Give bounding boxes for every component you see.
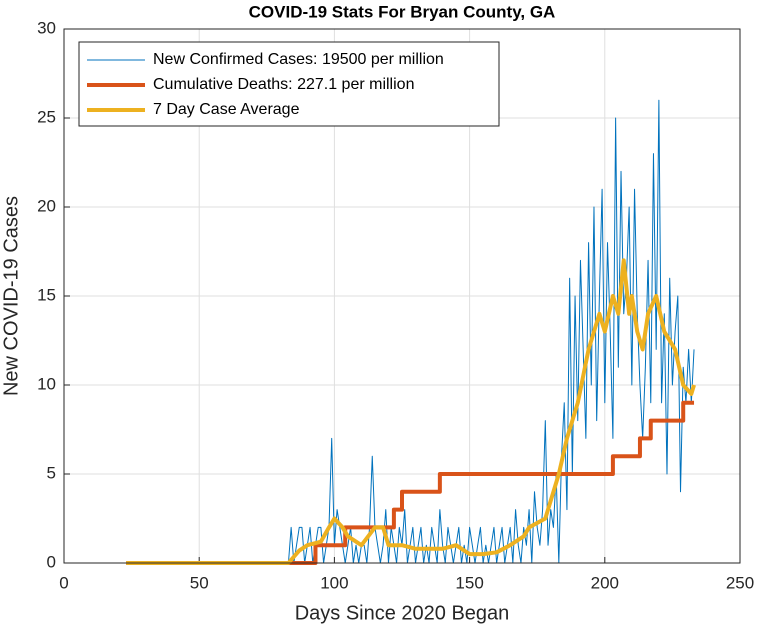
y-tick-label: 10 — [37, 374, 56, 393]
legend-label: 7 Day Case Average — [153, 101, 300, 118]
chart-title: COVID-19 Stats For Bryan County, GA — [249, 2, 556, 21]
legend-box — [78, 41, 500, 127]
legend-label: New Confirmed Cases: 19500 per million — [153, 51, 444, 68]
y-tick-label: 15 — [37, 285, 56, 304]
y-tick-label: 20 — [37, 196, 56, 215]
y-tick-label: 30 — [37, 18, 56, 37]
y-tick-label: 25 — [37, 107, 56, 126]
y-tick-label: 0 — [47, 552, 56, 571]
x-tick-label: 200 — [591, 573, 619, 592]
x-tick-label: 250 — [726, 573, 754, 592]
y-axis-label: New COVID-19 Cases — [0, 196, 22, 396]
axes-box — [63, 28, 741, 564]
x-tick-label: 100 — [320, 573, 348, 592]
x-tick-label: 50 — [190, 573, 209, 592]
y-tick-label: 5 — [47, 463, 56, 482]
x-tick-label: 150 — [455, 573, 483, 592]
legend-label: Cumulative Deaths: 227.1 per million — [153, 76, 414, 93]
series-line — [126, 400, 695, 565]
tick-labels: 0 50 100 150 200 250 0 5 10 15 20 25 30 — [37, 18, 754, 592]
series-line — [126, 258, 696, 565]
x-tick-label: 0 — [59, 573, 68, 592]
x-axis-label: Days Since 2020 Began — [295, 602, 510, 624]
lines — [126, 99, 696, 565]
legend: New Confirmed Cases: 19500 per million Cu… — [78, 41, 500, 127]
